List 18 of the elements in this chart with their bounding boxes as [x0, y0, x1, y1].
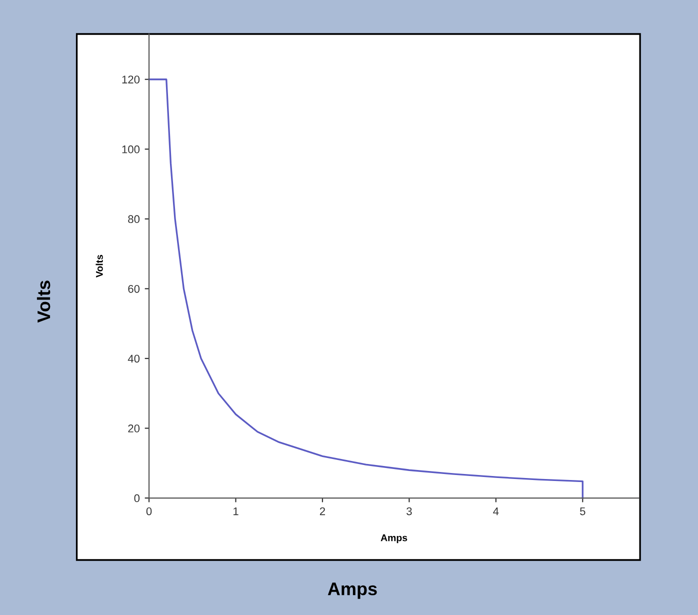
x-tick-label: 0: [146, 507, 152, 516]
y-axis-title: Volts: [96, 254, 103, 278]
y-tick-label: 40: [128, 354, 140, 363]
line-series: [148, 78, 584, 499]
x-tick-label: 5: [580, 507, 586, 516]
y-tick-label: 120: [122, 76, 140, 84]
y-tick-label: 20: [128, 424, 140, 432]
text: Amps: [328, 582, 377, 599]
y-tick-label: 80: [128, 215, 140, 224]
x-axis-title: Amps: [380, 534, 408, 544]
x-tick-label: 2: [320, 507, 326, 516]
text: Volts: [36, 280, 50, 323]
x-tick-label: 3: [406, 507, 412, 516]
y-tick-label: 0: [134, 494, 140, 502]
x-tick-label: 1: [234, 507, 238, 516]
y-tick-label: 100: [122, 145, 140, 154]
y-tick-label: 60: [128, 284, 140, 293]
x-tick-label: 4: [493, 507, 499, 516]
